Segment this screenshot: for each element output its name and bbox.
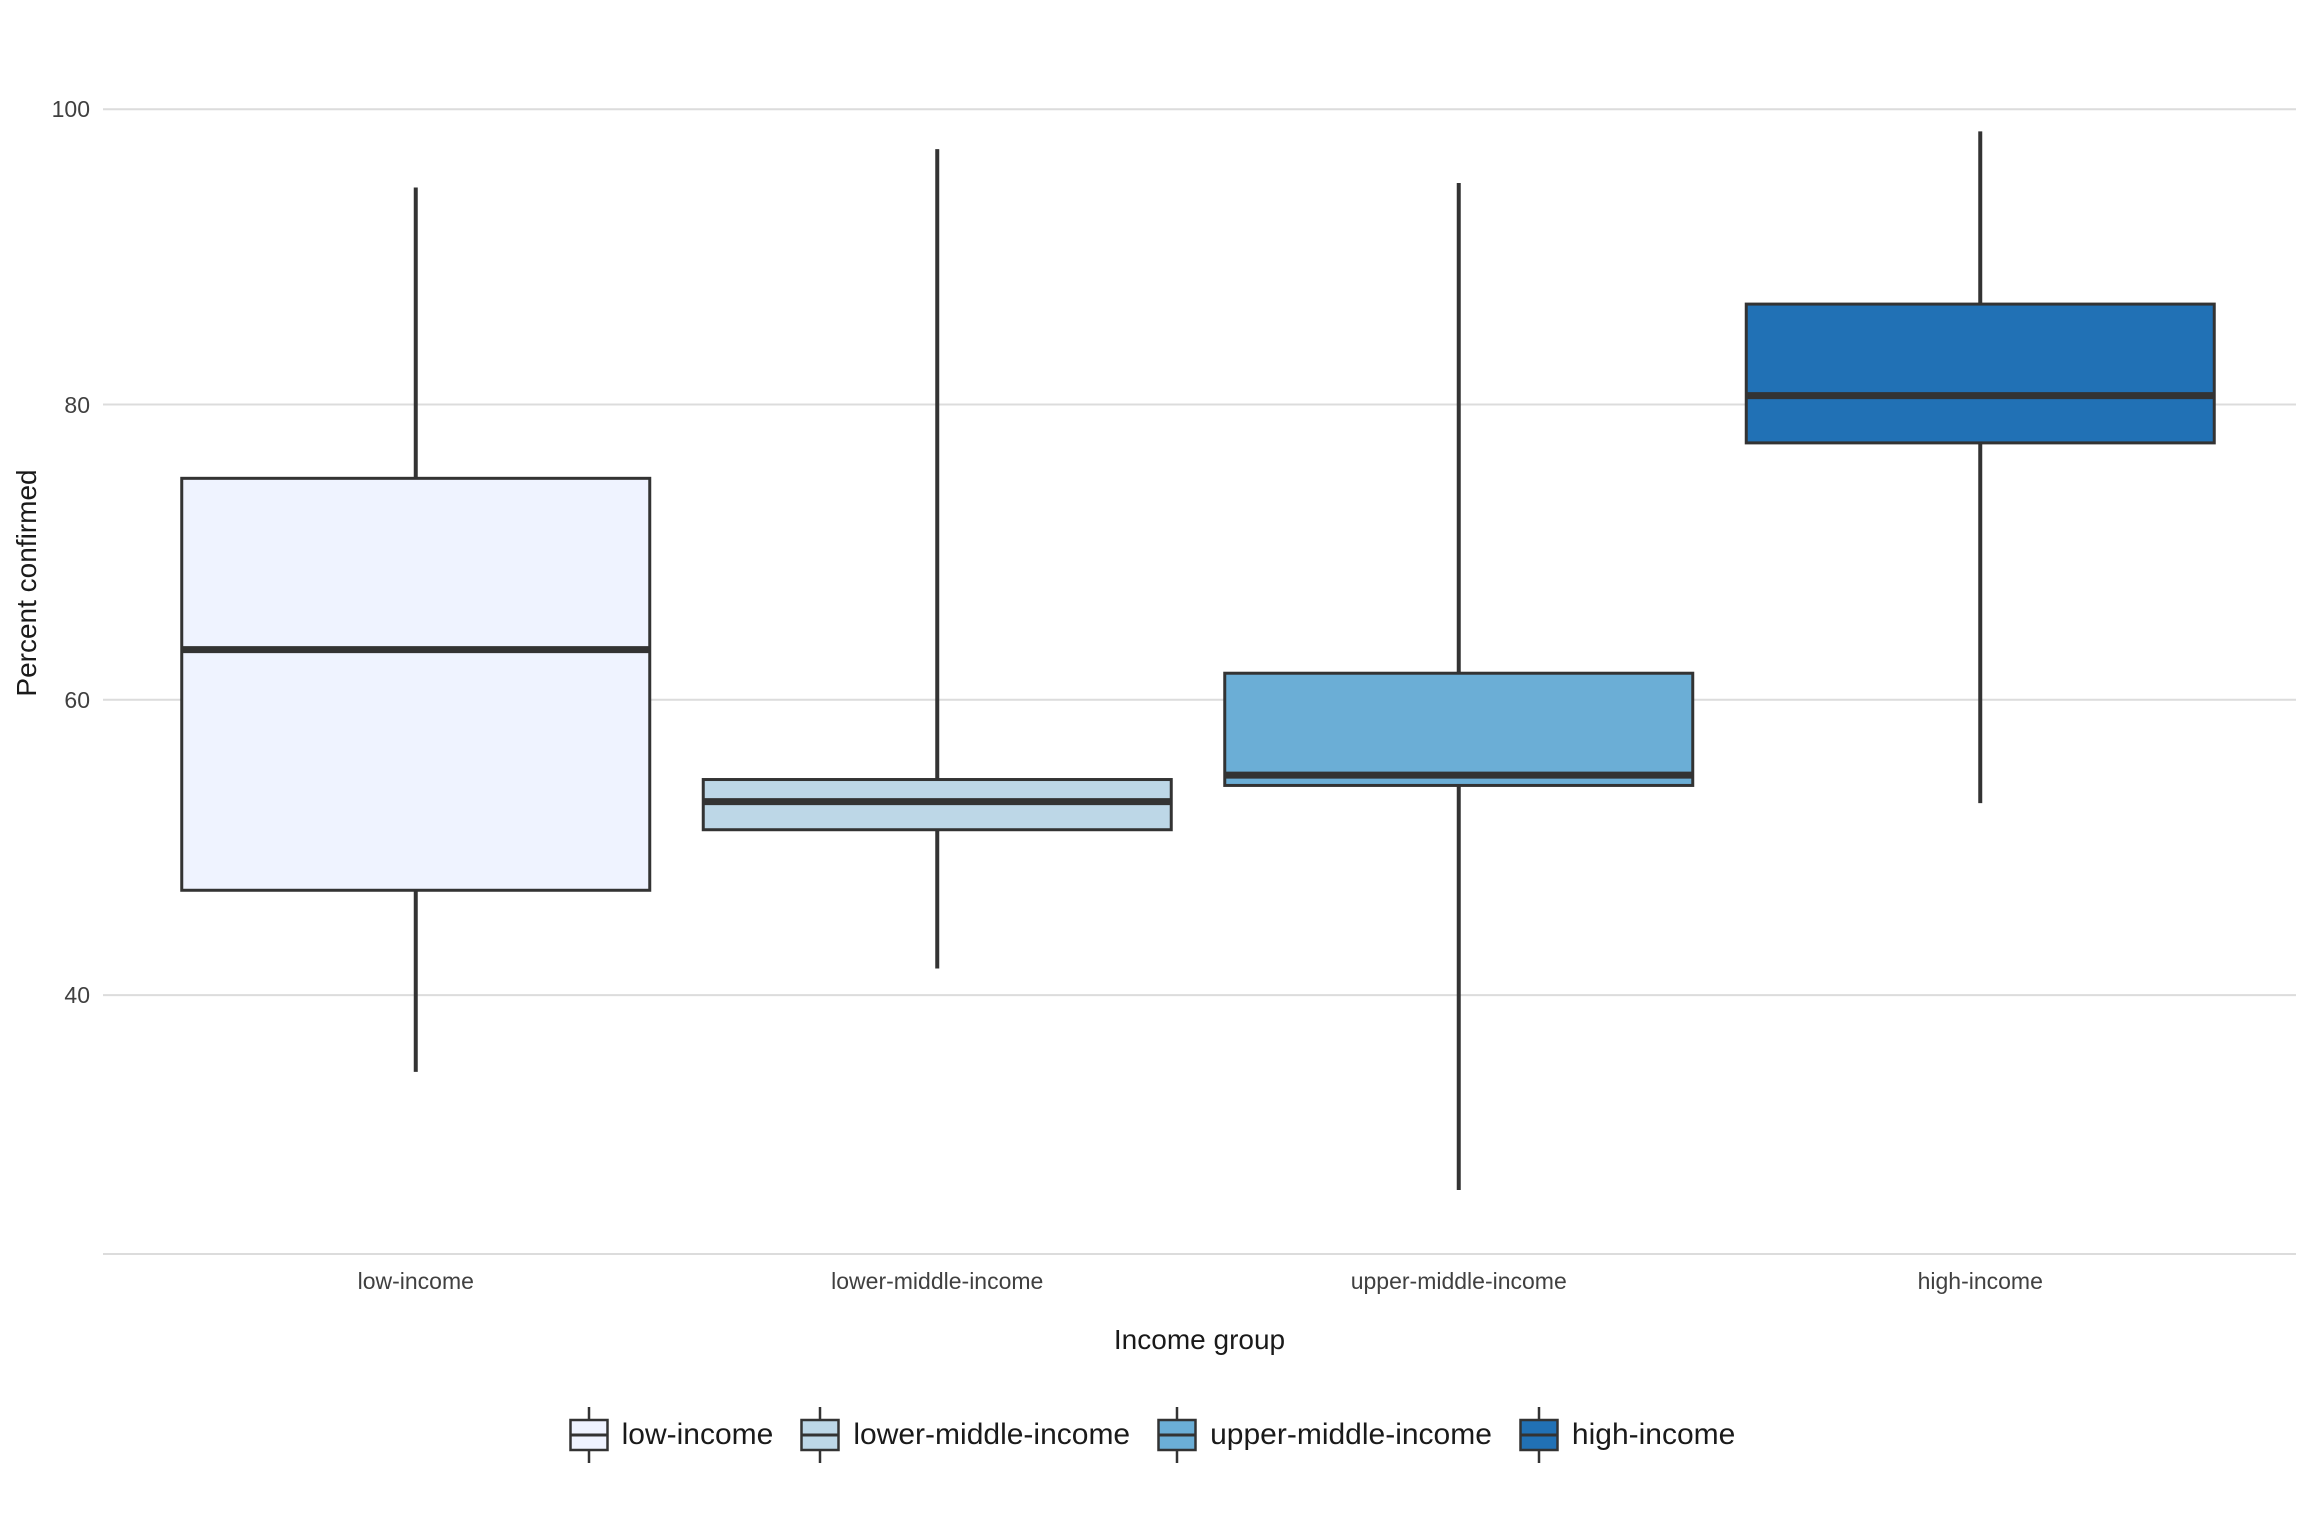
legend-key-boxplot-icon xyxy=(568,1407,609,1463)
legend-key-boxplot-icon xyxy=(800,1407,841,1463)
legend-item-label: low-income xyxy=(621,1418,774,1451)
legend: low-income lower-middle-income upper-middl… xyxy=(0,1402,2304,1468)
legend-item-label: upper-middle-income xyxy=(1210,1418,1492,1451)
y-tick-label-60: 60 xyxy=(64,686,90,713)
x-tick-label-upper-middle-income: upper-middle-income xyxy=(1350,1268,1567,1294)
legend-item-upper-middle-income: upper-middle-income xyxy=(1157,1407,1492,1463)
legend-key-boxplot-icon xyxy=(1157,1407,1197,1463)
y-tick-label-40: 40 xyxy=(64,982,90,1009)
x-tick-label-high-income: high-income xyxy=(1917,1268,2043,1294)
y-axis-title: Percent confirmed xyxy=(11,469,42,697)
legend-item-high-income: high-income xyxy=(1519,1407,1735,1463)
y-tick-label-100: 100 xyxy=(51,96,90,123)
x-tick-label-low-income: low-income xyxy=(357,1268,474,1294)
legend-item-low-income: low-income xyxy=(568,1407,774,1463)
y-tick-label-80: 80 xyxy=(64,391,90,418)
legend-key-boxplot-icon xyxy=(1519,1407,1559,1463)
box-low-income xyxy=(180,476,652,892)
legend-item-label: high-income xyxy=(1571,1418,1736,1451)
legend-item-label: lower-middle-income xyxy=(853,1418,1131,1451)
x-axis-title: Income group xyxy=(1113,1324,1286,1355)
legend-item-lower-middle-income: lower-middle-income xyxy=(800,1407,1130,1463)
x-tick-label-lower-middle-income: lower-middle-income xyxy=(831,1268,1044,1294)
box-upper-middle-income xyxy=(1223,671,1695,787)
box-high-income xyxy=(1744,302,2216,445)
